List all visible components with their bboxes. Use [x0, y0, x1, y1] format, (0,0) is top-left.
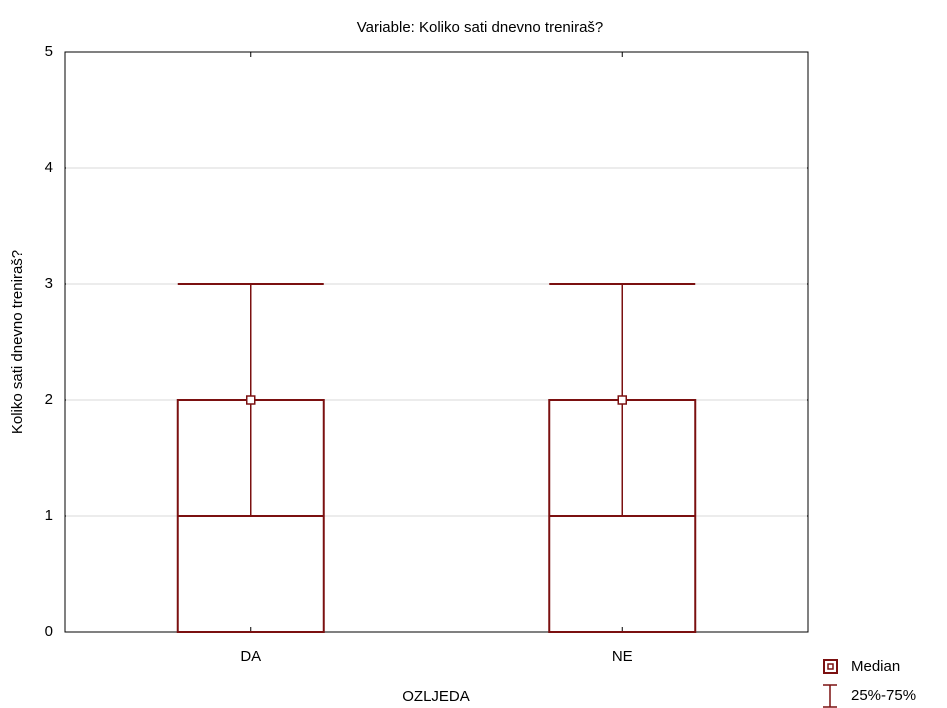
x-axis-label: OZLJEDA	[402, 688, 470, 705]
y-tick-label: 4	[45, 159, 53, 176]
y-tick-label: 3	[45, 275, 53, 292]
chart-title: Variable: Koliko sati dnevno treniraš?	[357, 19, 604, 36]
x-tick-label: NE	[612, 648, 633, 665]
x-tick-label: DA	[240, 648, 261, 665]
legend-range-icon	[823, 684, 837, 708]
legend-label: 25%-75%	[851, 687, 916, 704]
legend-label: Median	[851, 658, 900, 675]
median-marker	[617, 395, 627, 405]
y-tick-label: 2	[45, 391, 53, 408]
plot-frame	[64, 51, 809, 633]
median-marker	[246, 395, 256, 405]
y-tick-label: 5	[45, 43, 53, 60]
legend-median-icon	[823, 659, 838, 674]
y-tick-label: 0	[45, 623, 53, 640]
legend-median-icon-inner	[827, 663, 834, 670]
y-tick-label: 1	[45, 507, 53, 524]
legend: Median 25%-75%	[823, 658, 916, 708]
y-axis-label: Koliko sati dnevno treniraš?	[9, 250, 26, 434]
